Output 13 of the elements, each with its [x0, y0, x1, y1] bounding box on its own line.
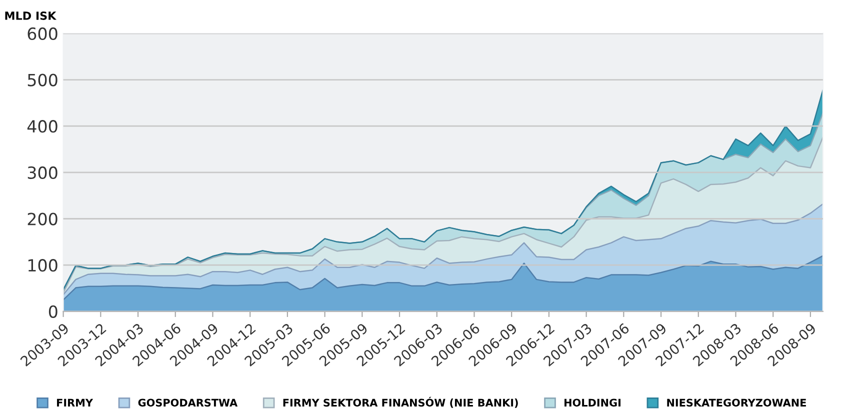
legend-label: FIRMY SEKTORA FINANSÓW (NIE BANKI) — [283, 396, 518, 408]
y-tick-label: 600 — [28, 27, 58, 40]
legend-label: HOLDINGI — [564, 398, 620, 407]
y-tick-label: 0 — [48, 305, 58, 318]
y-tick-label: 300 — [28, 166, 58, 179]
legend-label: FIRMY — [57, 398, 94, 406]
y-tick-label: 400 — [27, 120, 58, 133]
y-tick-label: 200 — [28, 212, 58, 226]
legend-label: NIESKATEGORYZOWANE — [667, 398, 806, 407]
y-tick-label: 100 — [28, 259, 58, 272]
y-tick-label: 500 — [28, 74, 58, 86]
legend-label: GOSPODARSTWA — [138, 398, 238, 407]
y-axis-title: MLD ISK — [5, 12, 57, 20]
